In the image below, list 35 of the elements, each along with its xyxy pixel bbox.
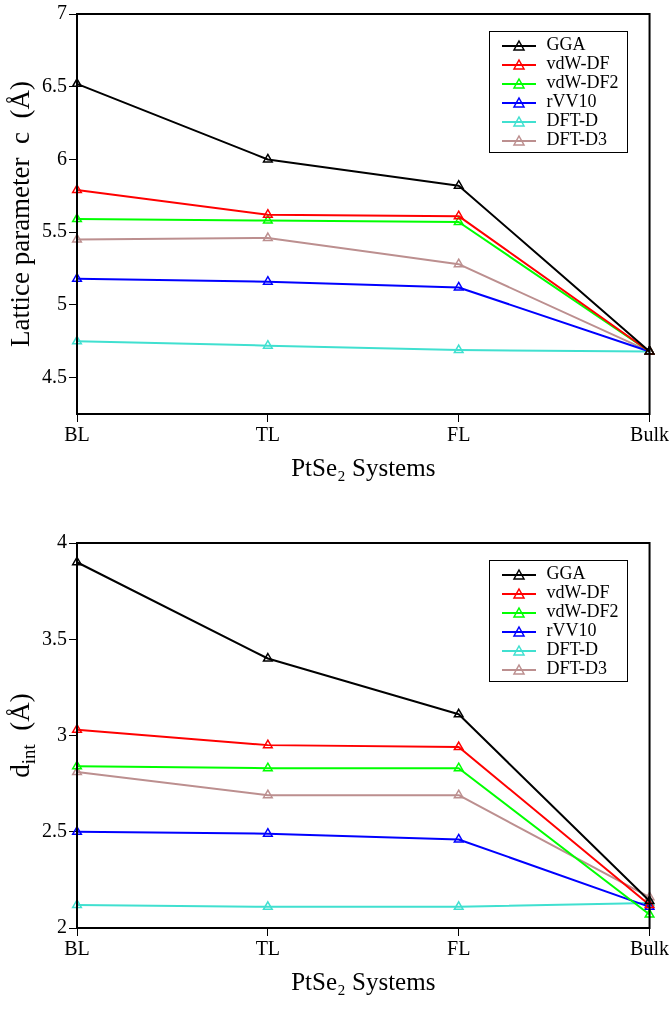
x-tick-label: BL [64, 423, 90, 446]
legend-label: GGA [546, 563, 586, 583]
y-tick-label: 3.5 [42, 626, 67, 649]
y-tick-label: 6.5 [42, 73, 67, 96]
x-tick-label: BL [64, 937, 90, 960]
y-tick-label: 3 [57, 722, 67, 745]
x-tick-label: Bulk [630, 937, 669, 960]
legend-label: DFT-D3 [546, 129, 607, 149]
legend-label: rVV10 [546, 620, 597, 640]
x-tick-label: FL [447, 937, 471, 960]
legend-label: vdW-DF [546, 582, 610, 602]
y-tick-label: 4 [57, 530, 67, 553]
legend-label: vdW-DF [546, 53, 610, 73]
legend-label: DFT-D [546, 110, 598, 130]
x-tick-label: TL [255, 937, 281, 960]
y-tick-label: 2.5 [42, 819, 67, 841]
x-tick-label: Bulk [630, 423, 669, 446]
y-tick-label: 5.5 [42, 219, 67, 242]
legend-label: vdW-DF2 [546, 72, 619, 92]
y-tick-label: 7 [57, 1, 67, 24]
x-axis-title: PtSe₂ Systems [291, 453, 436, 481]
x-tick-label: FL [447, 423, 471, 446]
legend-label: vdW-DF2 [546, 601, 619, 621]
y-axis-title: dint (Å) [5, 693, 40, 778]
y-tick-label: 5 [57, 292, 67, 315]
legend-label: rVV10 [546, 91, 597, 111]
y-tick-label: 2 [57, 915, 67, 938]
y-tick-label: 4.5 [42, 364, 67, 387]
legend-label: DFT-D [546, 639, 598, 659]
y-tick-label: 6 [57, 146, 67, 169]
x-axis-title: PtSe₂ Systems [291, 967, 436, 995]
x-tick-label: TL [255, 423, 281, 446]
legend-label: GGA [546, 34, 586, 54]
legend-label: DFT-D3 [546, 658, 607, 678]
y-axis-title: Lattice parameter c (Å) [5, 80, 36, 348]
